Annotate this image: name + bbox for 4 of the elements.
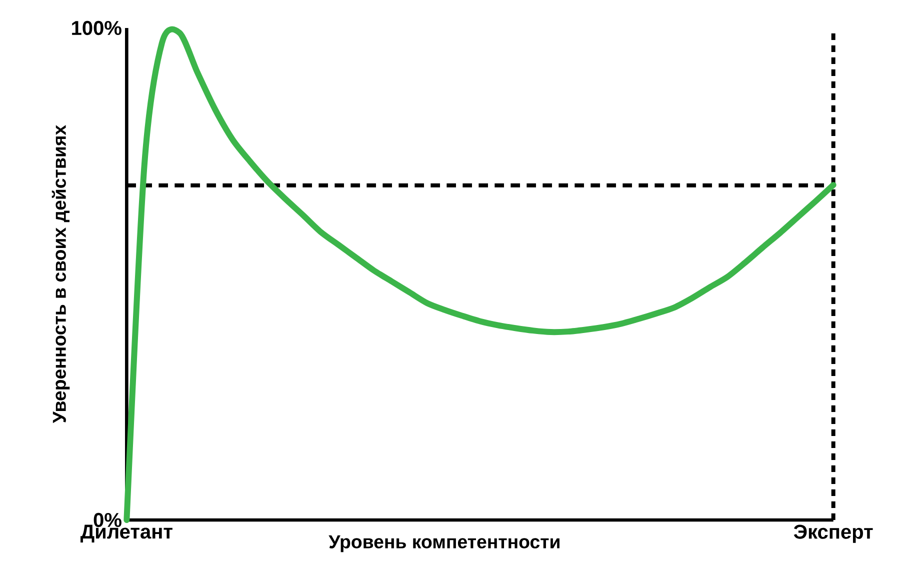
y-tick-label: 100%: [72, 20, 122, 36]
y-axis-title: Уверенность в своих действиях: [52, 124, 70, 424]
x-axis-title: Уровень компетентности: [328, 535, 560, 552]
x-tick-label: Эксперт: [794, 524, 873, 543]
